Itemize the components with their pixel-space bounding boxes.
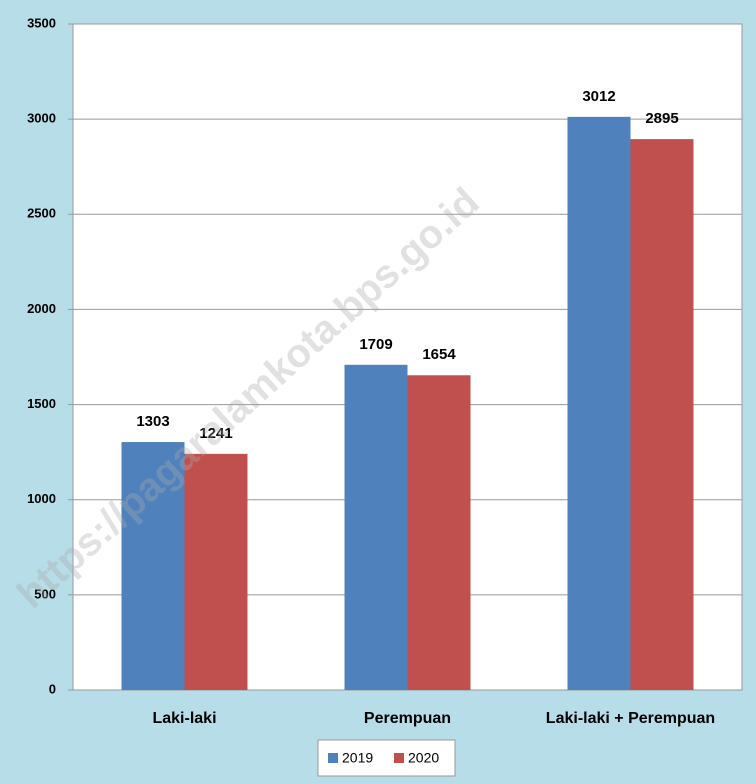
x-tick-label: Laki-laki bbox=[152, 710, 216, 727]
y-tick-label: 3500 bbox=[27, 15, 56, 30]
legend-box bbox=[317, 739, 456, 777]
y-tick-label: 3000 bbox=[27, 111, 56, 126]
bar bbox=[630, 139, 694, 690]
legend-swatch bbox=[328, 753, 338, 763]
data-label: 2895 bbox=[645, 110, 678, 127]
y-tick-label: 0 bbox=[49, 681, 56, 696]
data-label: 1241 bbox=[199, 425, 232, 442]
bar bbox=[344, 364, 408, 690]
bar bbox=[121, 442, 185, 690]
y-tick-label: 500 bbox=[34, 586, 56, 601]
y-tick-label: 1500 bbox=[27, 396, 56, 411]
y-tick-label: 2500 bbox=[27, 206, 56, 221]
legend-swatch bbox=[394, 753, 404, 763]
data-label: 1709 bbox=[359, 336, 392, 353]
bar bbox=[407, 375, 471, 690]
legend-label: 2019 bbox=[342, 750, 373, 766]
x-tick-label: Laki-laki + Perempuan bbox=[546, 710, 715, 727]
y-tick-label: 1000 bbox=[27, 491, 56, 506]
data-label: 1303 bbox=[136, 413, 169, 430]
x-tick-label: Perempuan bbox=[364, 710, 451, 727]
y-tick-label: 2000 bbox=[27, 301, 56, 316]
bar bbox=[184, 453, 248, 690]
bar bbox=[567, 116, 631, 690]
legend-label: 2020 bbox=[408, 750, 439, 766]
data-label: 3012 bbox=[582, 88, 615, 105]
data-label: 1654 bbox=[422, 346, 456, 363]
